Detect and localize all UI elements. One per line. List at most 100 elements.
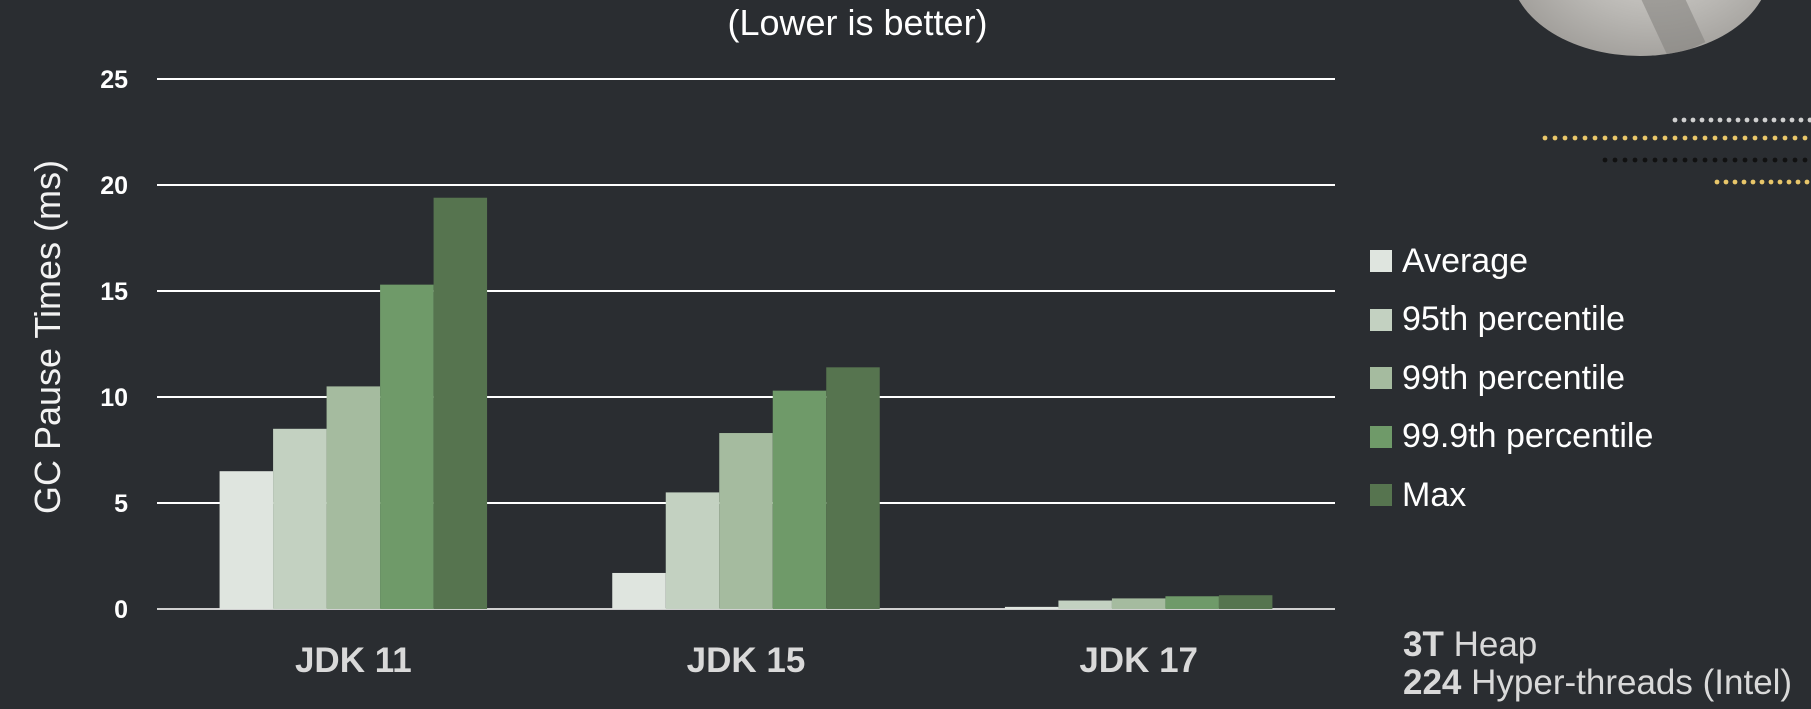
bar-jdk-17-average <box>1004 606 1059 609</box>
system-specs: 3T Heap 224 Hyper-threads (Intel) <box>1403 626 1792 702</box>
thread-count-label: Hyper-threads (Intel) <box>1471 663 1793 702</box>
legend-label: 99.9th percentile <box>1402 417 1654 456</box>
decorative-dot <box>1762 135 1768 141</box>
decorative-dot <box>1681 117 1687 123</box>
chart-subtitle: (Lower is better) <box>727 2 988 43</box>
decorative-dot <box>1723 179 1729 185</box>
legend-swatch <box>1370 484 1392 507</box>
legend-swatch <box>1370 308 1392 331</box>
decorative-dot <box>1672 157 1678 163</box>
decorative-dot <box>1744 117 1750 123</box>
decorative-dot <box>1735 117 1741 123</box>
decorative-dot <box>1632 135 1638 141</box>
decorative-dot <box>1652 157 1658 163</box>
decorative-dot <box>1702 135 1708 141</box>
y-tick-label: 15 <box>100 278 128 306</box>
bar-jdk-11-95th-percentile <box>273 428 327 609</box>
heap-size-value: 3T <box>1403 625 1444 664</box>
bar-jdk-15-max <box>826 367 880 609</box>
bar-jdk-15-99-9th-percentile <box>772 390 827 609</box>
x-tick-label: JDK 11 <box>295 641 412 680</box>
decorative-dot <box>1692 157 1698 163</box>
decorative-dot <box>1562 135 1568 141</box>
decorative-dot <box>1802 157 1808 163</box>
bar-jdk-17-99th-percentile <box>1111 598 1166 609</box>
legend-label: Average <box>1402 241 1529 280</box>
legend-item: Average <box>1370 232 1653 291</box>
decorative-dot <box>1750 179 1756 185</box>
decorative-dot <box>1772 157 1778 163</box>
y-tick-labels: 0 5 10 15 20 25 <box>100 66 128 624</box>
decorative-dot <box>1732 135 1738 141</box>
decorative-dot <box>1771 117 1777 123</box>
decorative-dot <box>1742 157 1748 163</box>
legend-swatch <box>1370 367 1392 390</box>
decorative-dot <box>1632 157 1638 163</box>
bar-jdk-17-95th-percentile <box>1058 600 1112 609</box>
decorative-dot <box>1652 135 1658 141</box>
decorative-dot <box>1552 135 1558 141</box>
decorative-dot <box>1722 135 1728 141</box>
decorative-dot <box>1712 135 1718 141</box>
decorative-dot <box>1714 179 1720 185</box>
decorative-dot <box>1602 157 1608 163</box>
decorative-dot <box>1732 157 1738 163</box>
decorative-dot <box>1762 157 1768 163</box>
decorative-dot <box>1712 157 1718 163</box>
decorative-dot <box>1795 179 1801 185</box>
decorative-dot <box>1786 179 1792 185</box>
decorative-dot <box>1542 135 1548 141</box>
bar-jdk-11-99th-percentile <box>326 386 381 609</box>
decorative-dot <box>1699 117 1705 123</box>
decorative-dot <box>1780 117 1786 123</box>
decorative-dot <box>1622 135 1628 141</box>
decorative-dot <box>1759 179 1765 185</box>
decorative-dot <box>1708 117 1714 123</box>
legend-label: 95th percentile <box>1402 300 1626 339</box>
y-tick-label: 25 <box>100 66 128 94</box>
x-tick-label: JDK 15 <box>687 641 806 680</box>
bar-jdk-11-max <box>433 197 488 609</box>
bar-jdk-11-average <box>219 471 274 609</box>
decorative-dot <box>1762 117 1768 123</box>
legend-item: 99th percentile <box>1370 349 1653 408</box>
decorative-dot <box>1752 157 1758 163</box>
decorative-dot <box>1642 157 1648 163</box>
y-tick-label: 10 <box>100 384 128 412</box>
decorative-dot <box>1777 179 1783 185</box>
decorative-dot <box>1741 179 1747 185</box>
decorative-dot <box>1682 157 1688 163</box>
decorative-dot <box>1672 135 1678 141</box>
thread-count-value: 224 <box>1403 663 1462 702</box>
x-tick-labels: JDK 11 JDK 15 JDK 17 <box>295 641 1198 680</box>
x-tick-label: JDK 17 <box>1079 641 1198 680</box>
decorative-dot <box>1690 117 1696 123</box>
bar-jdk-15-99th-percentile <box>719 433 773 609</box>
y-tick-label: 5 <box>114 490 128 518</box>
legend-item: Max <box>1370 466 1653 525</box>
decorative-dot <box>1782 135 1788 141</box>
heap-size-label: Heap <box>1453 625 1538 664</box>
decorative-dot <box>1807 117 1811 123</box>
decorative-dot <box>1792 135 1798 141</box>
decorative-dot <box>1717 117 1723 123</box>
decorative-dot <box>1702 157 1708 163</box>
decorative-dot <box>1672 117 1678 123</box>
decorative-dot <box>1789 117 1795 123</box>
decorative-dot <box>1662 135 1668 141</box>
bar-jdk-11-99-9th-percentile <box>380 284 434 609</box>
bars <box>219 197 1273 609</box>
legend-swatch <box>1370 250 1392 273</box>
decorative-dot <box>1742 135 1748 141</box>
chart-legend: Average 95th percentile 99th percentile 99.… <box>1370 232 1653 525</box>
decorative-dot <box>1612 135 1618 141</box>
legend-swatch <box>1370 425 1392 448</box>
y-tick-label: 0 <box>114 596 128 624</box>
bar-jdk-17-99-9th-percentile <box>1165 596 1219 609</box>
bar-jdk-15-95th-percentile <box>665 492 720 609</box>
decorative-dot <box>1782 157 1788 163</box>
decorative-dot <box>1768 179 1774 185</box>
decorative-dot <box>1753 117 1759 123</box>
decorative-dot <box>1602 135 1608 141</box>
